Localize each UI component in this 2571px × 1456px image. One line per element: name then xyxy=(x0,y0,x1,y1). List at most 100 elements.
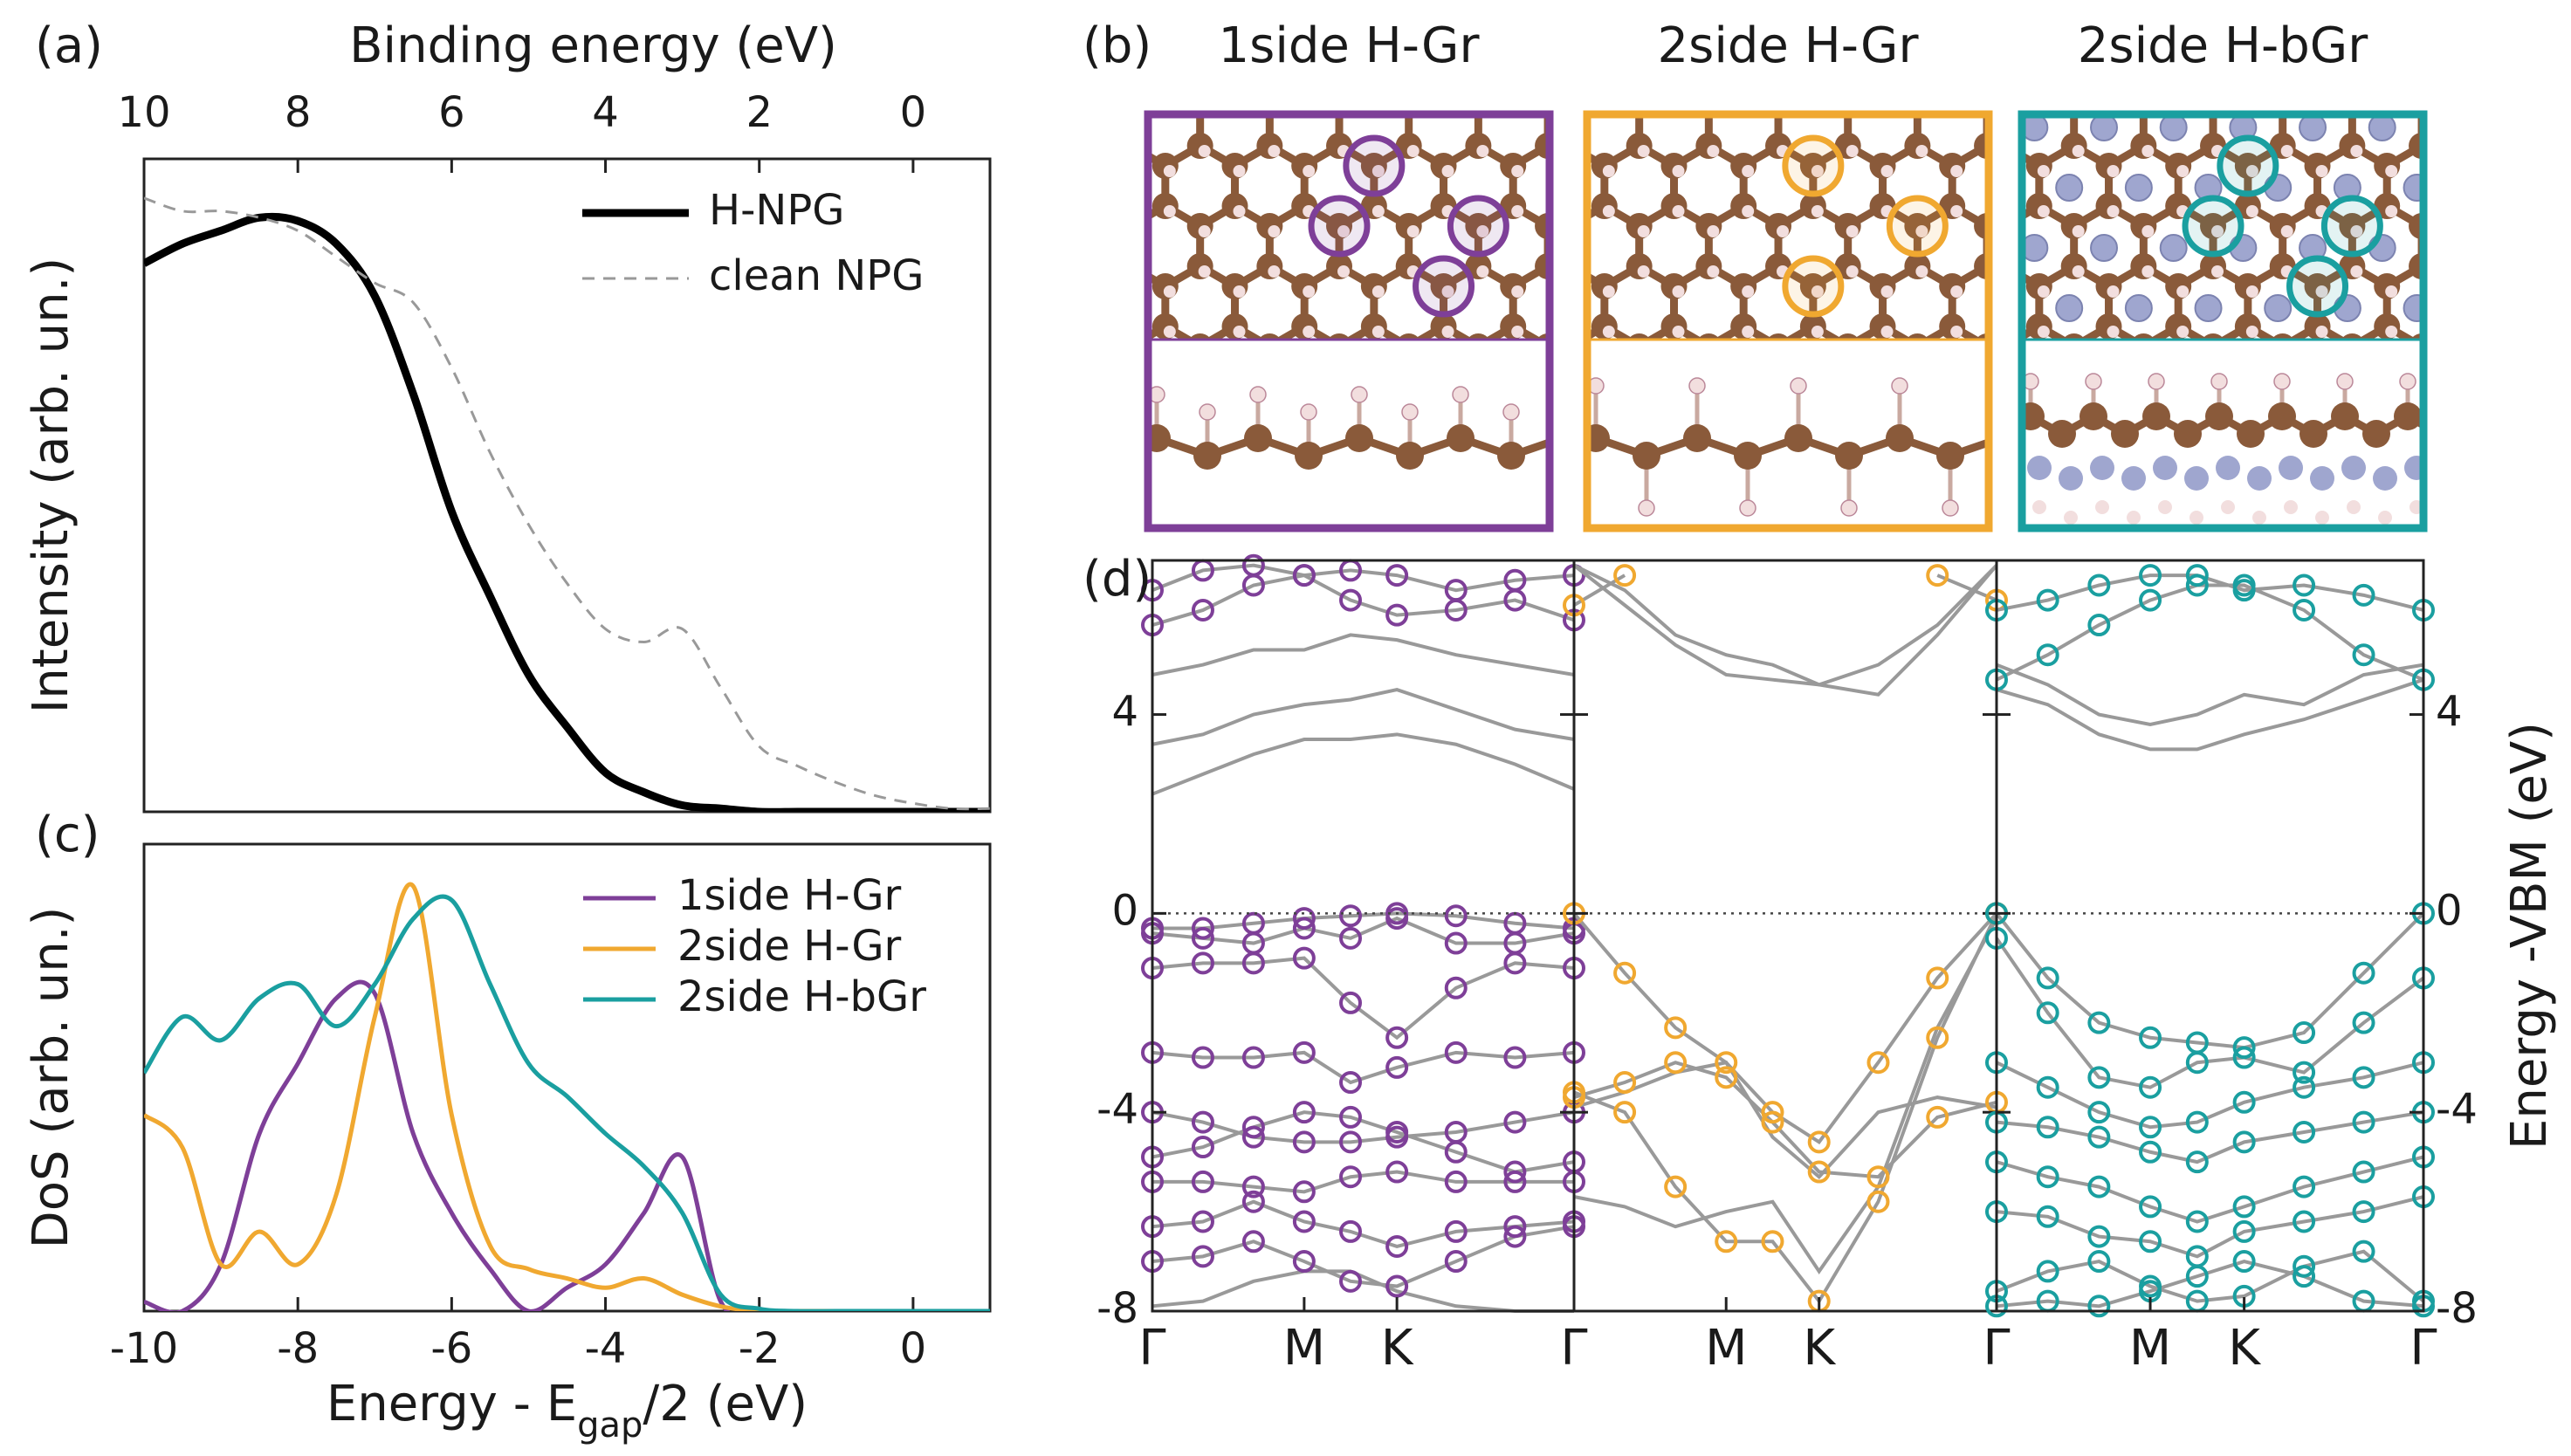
bond xyxy=(1535,86,1570,106)
hydrogen-atom xyxy=(2211,374,2227,389)
bond xyxy=(1061,206,1096,226)
hydrogen-atom xyxy=(1442,165,1454,177)
bn-atom xyxy=(2161,235,2187,261)
carbon-atom xyxy=(979,253,1005,279)
hydrogen-atom xyxy=(2176,85,2189,97)
side-view xyxy=(1582,378,2052,516)
structure-title: 2side H-Gr xyxy=(1658,17,1920,74)
hydrogen-atom xyxy=(1024,326,1036,338)
carbon-atom xyxy=(1465,374,1491,400)
hydrogen-atom xyxy=(1811,406,1824,418)
bond xyxy=(2248,86,2283,106)
hydrogen-atom xyxy=(1476,386,1488,398)
hydrogen-atom xyxy=(1337,265,1350,278)
carbon-atom xyxy=(1853,374,1879,400)
carbon-atom xyxy=(1500,32,1526,58)
carbon-atom xyxy=(2009,32,2035,58)
hydrogen-atom xyxy=(1777,346,1789,358)
hydrogen-atom xyxy=(1933,346,1945,358)
hydrogen-atom xyxy=(990,386,1002,398)
bond xyxy=(2492,206,2526,226)
bond xyxy=(1813,387,1848,407)
hydrogen-atom xyxy=(1846,145,1859,157)
carbon-atom xyxy=(1048,93,1074,119)
bn-atom xyxy=(2310,466,2334,491)
band-line xyxy=(1152,1112,1574,1142)
carbon-atom xyxy=(2165,72,2191,99)
data-line xyxy=(144,982,990,1315)
x-tick-label: Γ xyxy=(1138,1320,1165,1377)
bond xyxy=(2109,86,2144,106)
bond xyxy=(1813,86,1848,106)
carbon-atom xyxy=(1661,72,1688,99)
bond xyxy=(2492,146,2526,166)
hydrogen-atom xyxy=(2038,285,2050,298)
hydrogen-atom xyxy=(1234,165,1246,177)
bond xyxy=(1653,387,1688,407)
carbon-atom xyxy=(1048,333,1074,360)
hydrogen-atom xyxy=(1915,346,1928,358)
hydrogen-atom xyxy=(1581,85,1593,97)
bond xyxy=(2492,387,2526,407)
bn-atom xyxy=(2184,466,2209,491)
y-tick-label: 0 xyxy=(1111,886,1138,935)
carbon-atom xyxy=(2061,333,2087,360)
figure: 1086420Binding energy (eV)Intensity (arb… xyxy=(0,0,2571,1456)
carbon-atom xyxy=(2268,402,2296,430)
highlight-ring xyxy=(1889,198,1945,254)
carbon-atom xyxy=(1904,374,1930,400)
carbon-atom xyxy=(2444,313,2470,340)
hydrogen-atom xyxy=(2525,406,2537,418)
bond xyxy=(1548,86,1583,106)
bond xyxy=(2057,86,2092,106)
carbon-atom xyxy=(1345,424,1373,452)
bn-atom xyxy=(2508,476,2534,502)
hydrogen-atom xyxy=(1200,404,1215,420)
hydrogen-atom xyxy=(2525,446,2537,458)
hydrogen-atom xyxy=(2284,500,2298,514)
hydrogen-atom xyxy=(1968,85,1980,97)
hydrogen-atom xyxy=(1651,406,1663,418)
carbon-atom xyxy=(1570,394,1596,420)
carbon-atom xyxy=(1887,72,1913,99)
bn-atom xyxy=(2438,114,2464,141)
carbon-atom xyxy=(1570,32,1596,58)
hydrogen-atom xyxy=(1164,205,1176,217)
carbon-atom xyxy=(2444,153,2470,179)
carbon-atom xyxy=(1326,374,1352,400)
hydrogen-atom xyxy=(2246,326,2258,338)
bond xyxy=(1061,326,1096,347)
bond xyxy=(1952,25,1987,45)
carbon-atom xyxy=(1939,394,1965,420)
carbon-atom xyxy=(1013,153,1039,179)
bond xyxy=(992,206,1027,226)
bn-atom xyxy=(2341,456,2366,480)
carbon-atom xyxy=(1048,213,1074,239)
band-line xyxy=(1152,566,1574,590)
y-tick-label: -4 xyxy=(1096,1085,1138,1134)
bands-plot xyxy=(1987,566,2433,1315)
carbon-atom xyxy=(2444,193,2470,219)
y-axis-label: Energy -VBM (eV) xyxy=(2501,722,2558,1150)
bond xyxy=(1535,25,1570,45)
hydrogen-atom xyxy=(1250,387,1266,402)
carbon-atom xyxy=(1193,442,1221,470)
panel-label: (d) xyxy=(1083,551,1151,608)
carbon-atom xyxy=(1083,434,1109,460)
bond xyxy=(2457,387,2492,407)
hydrogen-atom xyxy=(2073,386,2085,398)
bond xyxy=(1061,387,1096,407)
hydrogen-atom xyxy=(1673,165,1685,177)
bond xyxy=(2457,146,2492,166)
bn-atom xyxy=(2126,295,2152,321)
carbon-atom xyxy=(2061,374,2087,400)
bond xyxy=(2074,86,2109,106)
bond xyxy=(1952,86,1987,106)
hydrogen-atom xyxy=(1234,205,1246,217)
hydrogen-atom xyxy=(1968,165,1980,177)
hydrogen-atom xyxy=(1199,386,1211,398)
bond xyxy=(957,206,992,226)
hydrogen-atom xyxy=(2020,85,2032,97)
carbon-atom xyxy=(1640,394,1666,420)
x-axis-label-part: gap xyxy=(577,1405,643,1446)
